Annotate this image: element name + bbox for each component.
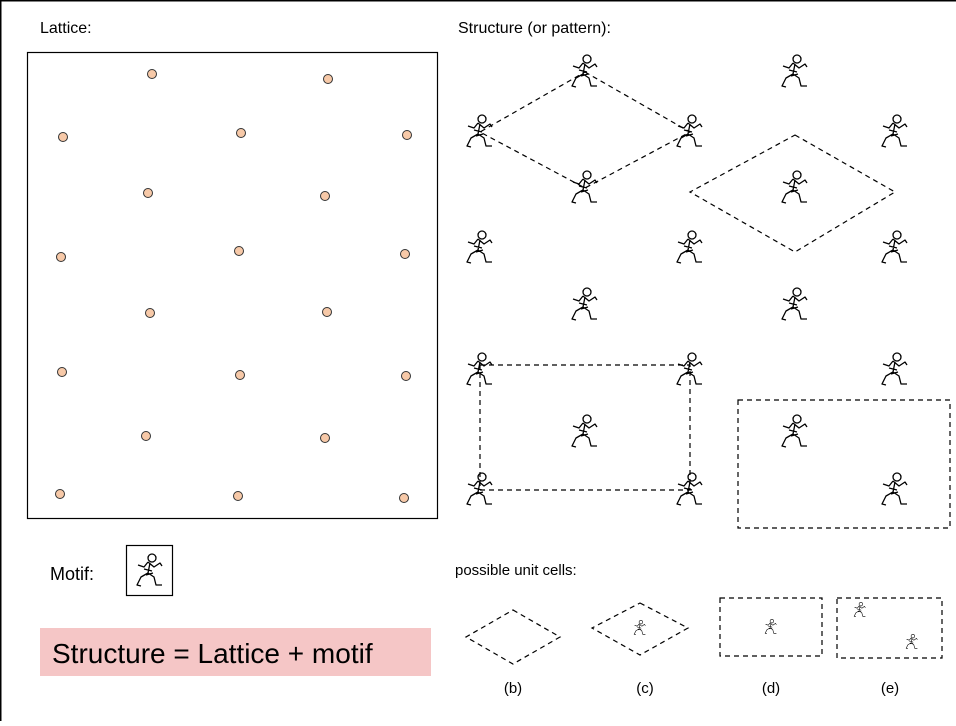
lattice-point — [401, 250, 410, 259]
lattice-point — [59, 133, 68, 142]
motif — [782, 171, 807, 203]
unit-cell-d — [480, 365, 690, 490]
lattice-point — [142, 432, 151, 441]
unit-cell-e — [738, 400, 950, 528]
motif — [572, 288, 597, 320]
motif-label: Motif: — [50, 564, 94, 584]
small-cell-b — [466, 610, 560, 664]
lattice-point — [148, 70, 157, 79]
lattice-label: Lattice: — [40, 20, 92, 37]
lattice-point — [234, 492, 243, 501]
lattice-point — [400, 494, 409, 503]
lattice-box — [28, 53, 438, 519]
lattice-point — [237, 129, 246, 138]
equation: Structure = Lattice + motif — [52, 638, 373, 669]
lattice-point — [58, 368, 67, 377]
unit-cells-label: possible unit cells: — [455, 562, 577, 579]
motif — [782, 288, 807, 320]
lattice-point — [403, 131, 412, 140]
lattice-point — [146, 309, 155, 318]
small-motif — [765, 619, 776, 633]
unit-cell-b — [480, 72, 690, 188]
lattice-point — [321, 192, 330, 201]
motif — [882, 231, 907, 263]
lattice-point — [235, 247, 244, 256]
small-cell-e — [837, 598, 942, 658]
lattice-point — [324, 75, 333, 84]
small-motif — [854, 602, 865, 616]
motif — [572, 55, 597, 87]
motif — [677, 115, 702, 147]
lattice-point — [321, 434, 330, 443]
motif — [677, 231, 702, 263]
motif — [467, 473, 492, 505]
small-motif — [634, 620, 645, 634]
lattice-points — [56, 70, 412, 503]
structure-label: Structure (or pattern): — [458, 20, 611, 37]
lattice-point — [402, 372, 411, 381]
motif — [882, 115, 907, 147]
motif-icon — [137, 554, 162, 586]
motif — [467, 115, 492, 147]
motif — [782, 55, 807, 87]
motif — [572, 415, 597, 447]
small-motif — [906, 634, 917, 648]
cell-label: (d) — [762, 680, 780, 697]
unit-cell-c — [690, 135, 895, 252]
motif — [467, 231, 492, 263]
lattice-point — [56, 490, 65, 499]
lattice-point — [57, 253, 66, 262]
motif — [782, 415, 807, 447]
cell-label: (c) — [636, 680, 654, 697]
motif — [572, 171, 597, 203]
cell-label: (b) — [504, 680, 522, 697]
structure-motifs — [467, 55, 907, 505]
cell-label: (e) — [881, 680, 899, 697]
lattice-point — [236, 371, 245, 380]
lattice-point — [323, 308, 332, 317]
motif — [882, 353, 907, 385]
lattice-point — [144, 189, 153, 198]
page: Lattice: Structure (or pattern): Motif: … — [0, 0, 956, 721]
motif — [882, 473, 907, 505]
